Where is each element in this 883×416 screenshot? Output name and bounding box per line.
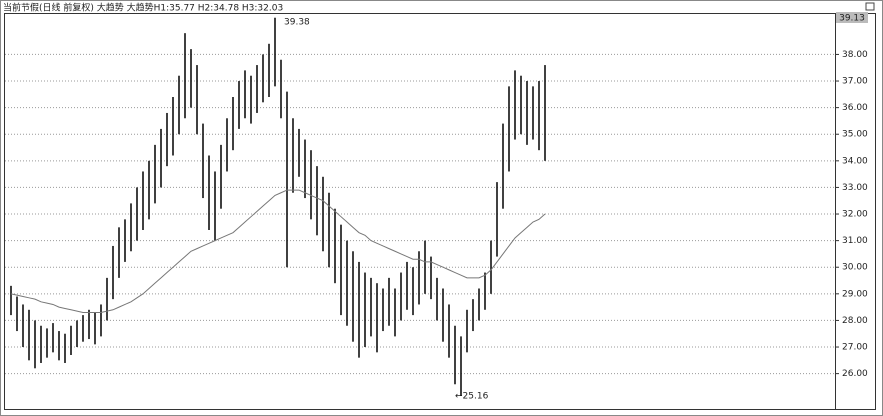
y-tick-label: 30.00: [842, 263, 868, 273]
low-annotation: ←25.16: [455, 392, 489, 402]
current-value-box: [836, 12, 868, 23]
moving-average: [10, 189, 546, 313]
y-tick-label: 26.00: [842, 369, 868, 379]
y-tick-label: 31.00: [842, 236, 868, 246]
y-tick-label: 36.00: [842, 103, 868, 113]
y-tick-label: 35.00: [842, 130, 868, 140]
y-tick-label: 29.00: [842, 289, 868, 299]
y-tick-label: 37.00: [842, 77, 868, 87]
chart-title: 当前节假(日线 前复权) 大趋势 大趋势H1:35.77 H2:34.78 H3…: [3, 2, 283, 14]
corner-icon: [865, 2, 875, 11]
y-tick-label: 33.00: [842, 183, 868, 193]
y-tick-label: 38.00: [842, 50, 868, 60]
high-annotation: 39.38: [284, 18, 310, 28]
plot-frame: [4, 13, 876, 410]
y-tick-label: 34.00: [842, 156, 868, 166]
current-value: 39.13: [839, 14, 865, 24]
y-tick-label: 32.00: [842, 210, 868, 220]
y-tick-label: 27.00: [842, 343, 868, 353]
y-tick-label: 28.00: [842, 316, 868, 326]
